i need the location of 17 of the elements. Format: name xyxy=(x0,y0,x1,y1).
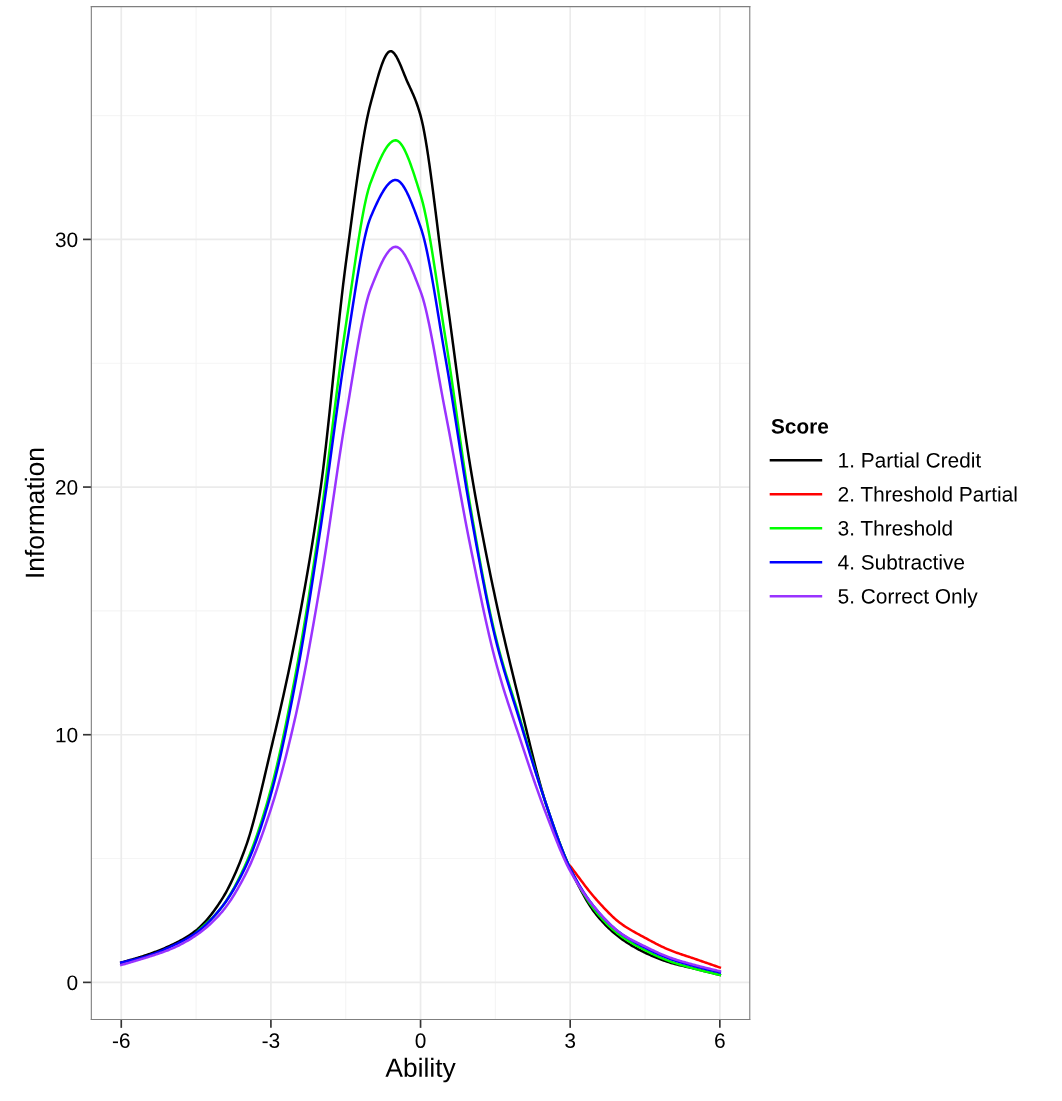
x-tick-label: -3 xyxy=(262,1033,280,1049)
legend-label: 1. Partial Credit xyxy=(839,452,982,468)
x-tick-label: 0 xyxy=(415,1033,426,1049)
y-axis-title: Information xyxy=(24,448,45,577)
x-tick-label: 3 xyxy=(565,1033,576,1049)
y-tick-label: 10 xyxy=(56,727,78,743)
x-tick-label: 6 xyxy=(715,1033,725,1049)
x-axis-title: Ability xyxy=(385,1057,456,1083)
y-tick-label: 20 xyxy=(56,480,78,495)
legend-label: 2. Threshold Partial xyxy=(838,486,1017,502)
y-tick-label: 30 xyxy=(55,232,78,248)
y-tick-label: 0 xyxy=(67,975,78,991)
legend-title: Score xyxy=(771,418,829,434)
legend-label: 4. Subtractive xyxy=(838,554,965,570)
legend-label: 3. Threshold xyxy=(838,520,952,536)
legend-label: 5. Correct Only xyxy=(838,588,978,608)
x-tick-label: -6 xyxy=(112,1033,130,1049)
